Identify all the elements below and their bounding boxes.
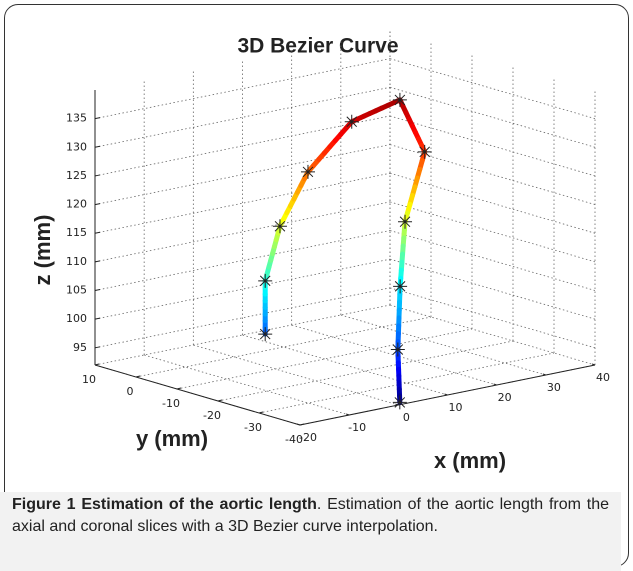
grid-line — [193, 344, 399, 406]
x-tick-label: 20 — [498, 391, 512, 404]
tick-mark — [135, 375, 141, 378]
z-axis-label: z (mm) — [30, 215, 55, 286]
grid-line — [291, 324, 497, 386]
axis-line — [94, 364, 301, 426]
tick-mark — [258, 411, 264, 414]
chart-title: 3D Bezier Curve — [237, 35, 398, 58]
grid-line — [389, 58, 596, 120]
grid-line — [389, 172, 596, 234]
tick-mark — [444, 393, 448, 396]
curve-marker — [392, 92, 407, 107]
tick-mark — [94, 260, 101, 263]
x-tick-label: -10 — [348, 421, 366, 434]
tick-mark — [94, 203, 101, 206]
grid-line — [389, 201, 596, 263]
z-tick-label: 100 — [66, 312, 87, 325]
x-axis-label: x (mm) — [434, 448, 506, 473]
curve-marker — [390, 342, 405, 357]
tick-mark — [591, 363, 596, 366]
z-tick-label: 135 — [66, 112, 87, 125]
z-tick-label: 105 — [66, 284, 87, 297]
curve-marker — [344, 114, 359, 129]
z-tick-label: 115 — [66, 226, 87, 239]
caption-label: Figure 1 — [12, 496, 76, 513]
tick-mark — [542, 373, 546, 376]
z-tick-label: 130 — [66, 140, 87, 153]
tick-mark — [94, 363, 100, 366]
x-tick-label: 10 — [449, 401, 463, 414]
caption-title: Estimation of the aortic length — [81, 496, 317, 513]
grid-line — [340, 314, 546, 376]
tick-mark — [296, 423, 301, 426]
tick-mark — [346, 413, 350, 416]
grid-line — [242, 334, 448, 396]
curve-marker — [258, 273, 273, 288]
x-tick-label: 40 — [596, 371, 610, 384]
grid-line — [389, 230, 596, 291]
y-tick-label: -40 — [285, 433, 303, 446]
tick-mark — [176, 387, 182, 390]
tick-mark — [493, 383, 497, 386]
curve-marker — [392, 395, 407, 410]
caption-text: . Estimation of the aortic length from t… — [12, 496, 609, 535]
z-tick-label: 95 — [73, 341, 87, 354]
curve-marker — [398, 214, 413, 229]
x-tick-label: 30 — [547, 381, 561, 394]
tick-mark — [217, 399, 223, 402]
grid-line — [135, 316, 432, 378]
grid-line — [258, 352, 555, 414]
y-tick-label: -30 — [244, 421, 262, 434]
grid-line — [389, 287, 596, 349]
y-tick-label: 0 — [127, 385, 134, 398]
x-tick-label: -20 — [299, 431, 317, 444]
chart: 3D Bezier Curve z (mm) y (mm) x (mm) 95 1… — [30, 30, 610, 473]
tick-mark — [94, 289, 101, 292]
tick-mark — [94, 231, 101, 234]
tick-mark — [94, 145, 101, 148]
z-tick-label: 120 — [66, 198, 87, 211]
grid-line — [389, 258, 596, 320]
y-tick-label: 10 — [82, 373, 96, 386]
y-tick-label: -10 — [162, 397, 180, 410]
tick-mark — [94, 174, 101, 177]
curve-marker — [272, 219, 287, 234]
curve-marker — [258, 327, 273, 342]
z-tick-label: 125 — [66, 169, 87, 182]
tick-mark — [94, 346, 101, 349]
curve-marker — [300, 164, 315, 179]
tick-mark — [94, 117, 101, 120]
y-tick-label: -20 — [203, 409, 221, 422]
tick-mark — [94, 317, 101, 320]
curve-marker — [417, 144, 432, 159]
curve-marker — [393, 279, 408, 294]
grid-line — [389, 304, 596, 366]
z-tick-label: 110 — [66, 255, 87, 268]
y-axis-label: y (mm) — [136, 426, 208, 451]
caption: Figure 1 Estimation of the aortic length… — [0, 492, 621, 571]
x-tick-label: 0 — [403, 411, 410, 424]
tick-mark — [299, 423, 305, 426]
